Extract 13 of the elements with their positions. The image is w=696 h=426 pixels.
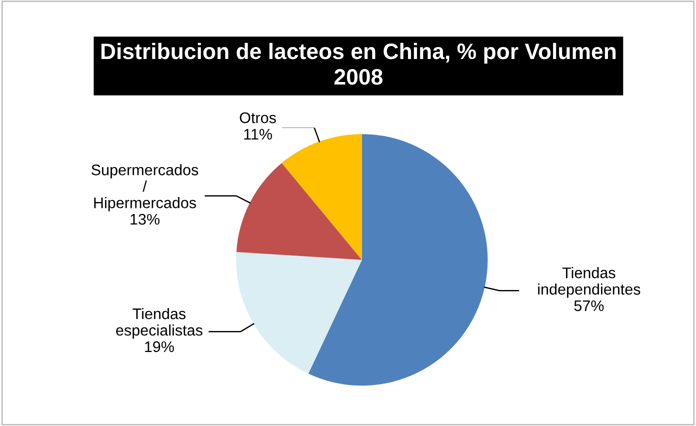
pie-slice xyxy=(236,252,362,374)
data-label: 19% xyxy=(145,341,174,352)
pie-slice xyxy=(236,162,362,260)
slice-label: Tiendas especialistas xyxy=(116,308,202,339)
pie-slice xyxy=(308,134,488,386)
slice-label: Supermercados / Hipermercados xyxy=(92,164,198,212)
pie-slice xyxy=(282,134,362,260)
data-label: 11% xyxy=(244,128,272,140)
chart-title: Distribucion de lacteos en China, % por Volumen 2008 xyxy=(101,42,616,85)
slice-label: Otros xyxy=(240,112,276,124)
data-label: 57% xyxy=(574,300,604,312)
data-label: 13% xyxy=(130,214,160,225)
slice-label: Tiendas independientes xyxy=(538,267,640,298)
